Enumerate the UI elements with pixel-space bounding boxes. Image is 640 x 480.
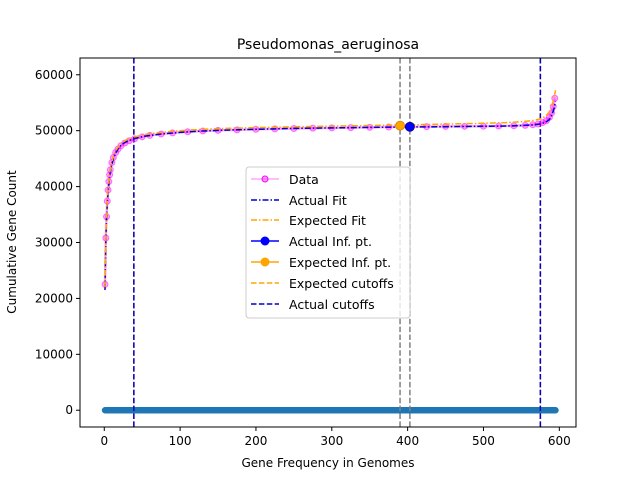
- legend-label-expected-inf-pt: Expected Inf. pt.: [289, 255, 391, 270]
- legend-entry-data: Data: [251, 172, 319, 187]
- y-tick-label: 50000: [35, 124, 73, 138]
- legend-label-actual-fit: Actual Fit: [289, 193, 347, 208]
- legend: Data Actual Fit Expected Fit Actual Inf.…: [245, 166, 411, 319]
- actual-inf-point: [405, 121, 415, 132]
- y-tick-label: 0: [65, 403, 73, 417]
- baseline-point: [552, 407, 559, 414]
- x-tick-label: 600: [548, 434, 571, 448]
- legend-entry-actual-cutoffs: Actual cutoffs: [251, 297, 375, 312]
- legend-label-expected-fit: Expected Fit: [289, 213, 366, 228]
- data-marker-icon: [261, 175, 269, 183]
- expected-inf-point: [395, 120, 405, 131]
- y-tick-label: 60000: [35, 68, 73, 82]
- expected-inf-marker-icon: [260, 257, 270, 267]
- x-tick-label: 500: [472, 434, 495, 448]
- y-axis: 0 10000 20000 30000 40000 50000 60000: [35, 68, 80, 417]
- x-tick-label: 100: [169, 434, 192, 448]
- legend-entry-expected-inf-pt: Expected Inf. pt.: [251, 255, 391, 270]
- legend-label-data: Data: [289, 172, 319, 187]
- x-tick-label: 300: [320, 434, 343, 448]
- actual-inf-marker-icon: [260, 236, 270, 246]
- x-tick-label: 0: [100, 434, 108, 448]
- series-lines: [101, 90, 559, 291]
- x-axis-label: Gene Frequency in Genomes: [242, 456, 415, 470]
- legend-entry-actual-inf-pt: Actual Inf. pt.: [251, 234, 372, 249]
- legend-entry-expected-cutoffs: Expected cutoffs: [251, 276, 394, 291]
- x-tick-label: 400: [396, 434, 419, 448]
- legend-label-actual-inf-pt: Actual Inf. pt.: [289, 234, 372, 249]
- y-axis-label: Cumulative Gene Count: [5, 170, 19, 314]
- series-line-expected-fit: [104, 90, 557, 288]
- chart-title: Pseudomonas_aeruginosa: [237, 37, 419, 53]
- legend-box: [245, 166, 411, 319]
- legend-label-expected-cutoffs: Expected cutoffs: [289, 276, 394, 291]
- y-tick-label: 10000: [35, 347, 73, 361]
- baseline-points: [101, 407, 559, 414]
- y-tick-label: 30000: [35, 236, 73, 250]
- y-tick-label: 20000: [35, 291, 73, 305]
- x-tick-label: 200: [244, 434, 267, 448]
- legend-entry-expected-fit: Expected Fit: [251, 213, 366, 228]
- x-axis: 0 100 200 300 400 500 600: [100, 427, 571, 448]
- legend-entry-actual-fit: Actual Fit: [251, 193, 347, 208]
- y-tick-label: 40000: [35, 180, 73, 194]
- inflection-points: [395, 120, 415, 132]
- legend-label-actual-cutoffs: Actual cutoffs: [289, 297, 375, 312]
